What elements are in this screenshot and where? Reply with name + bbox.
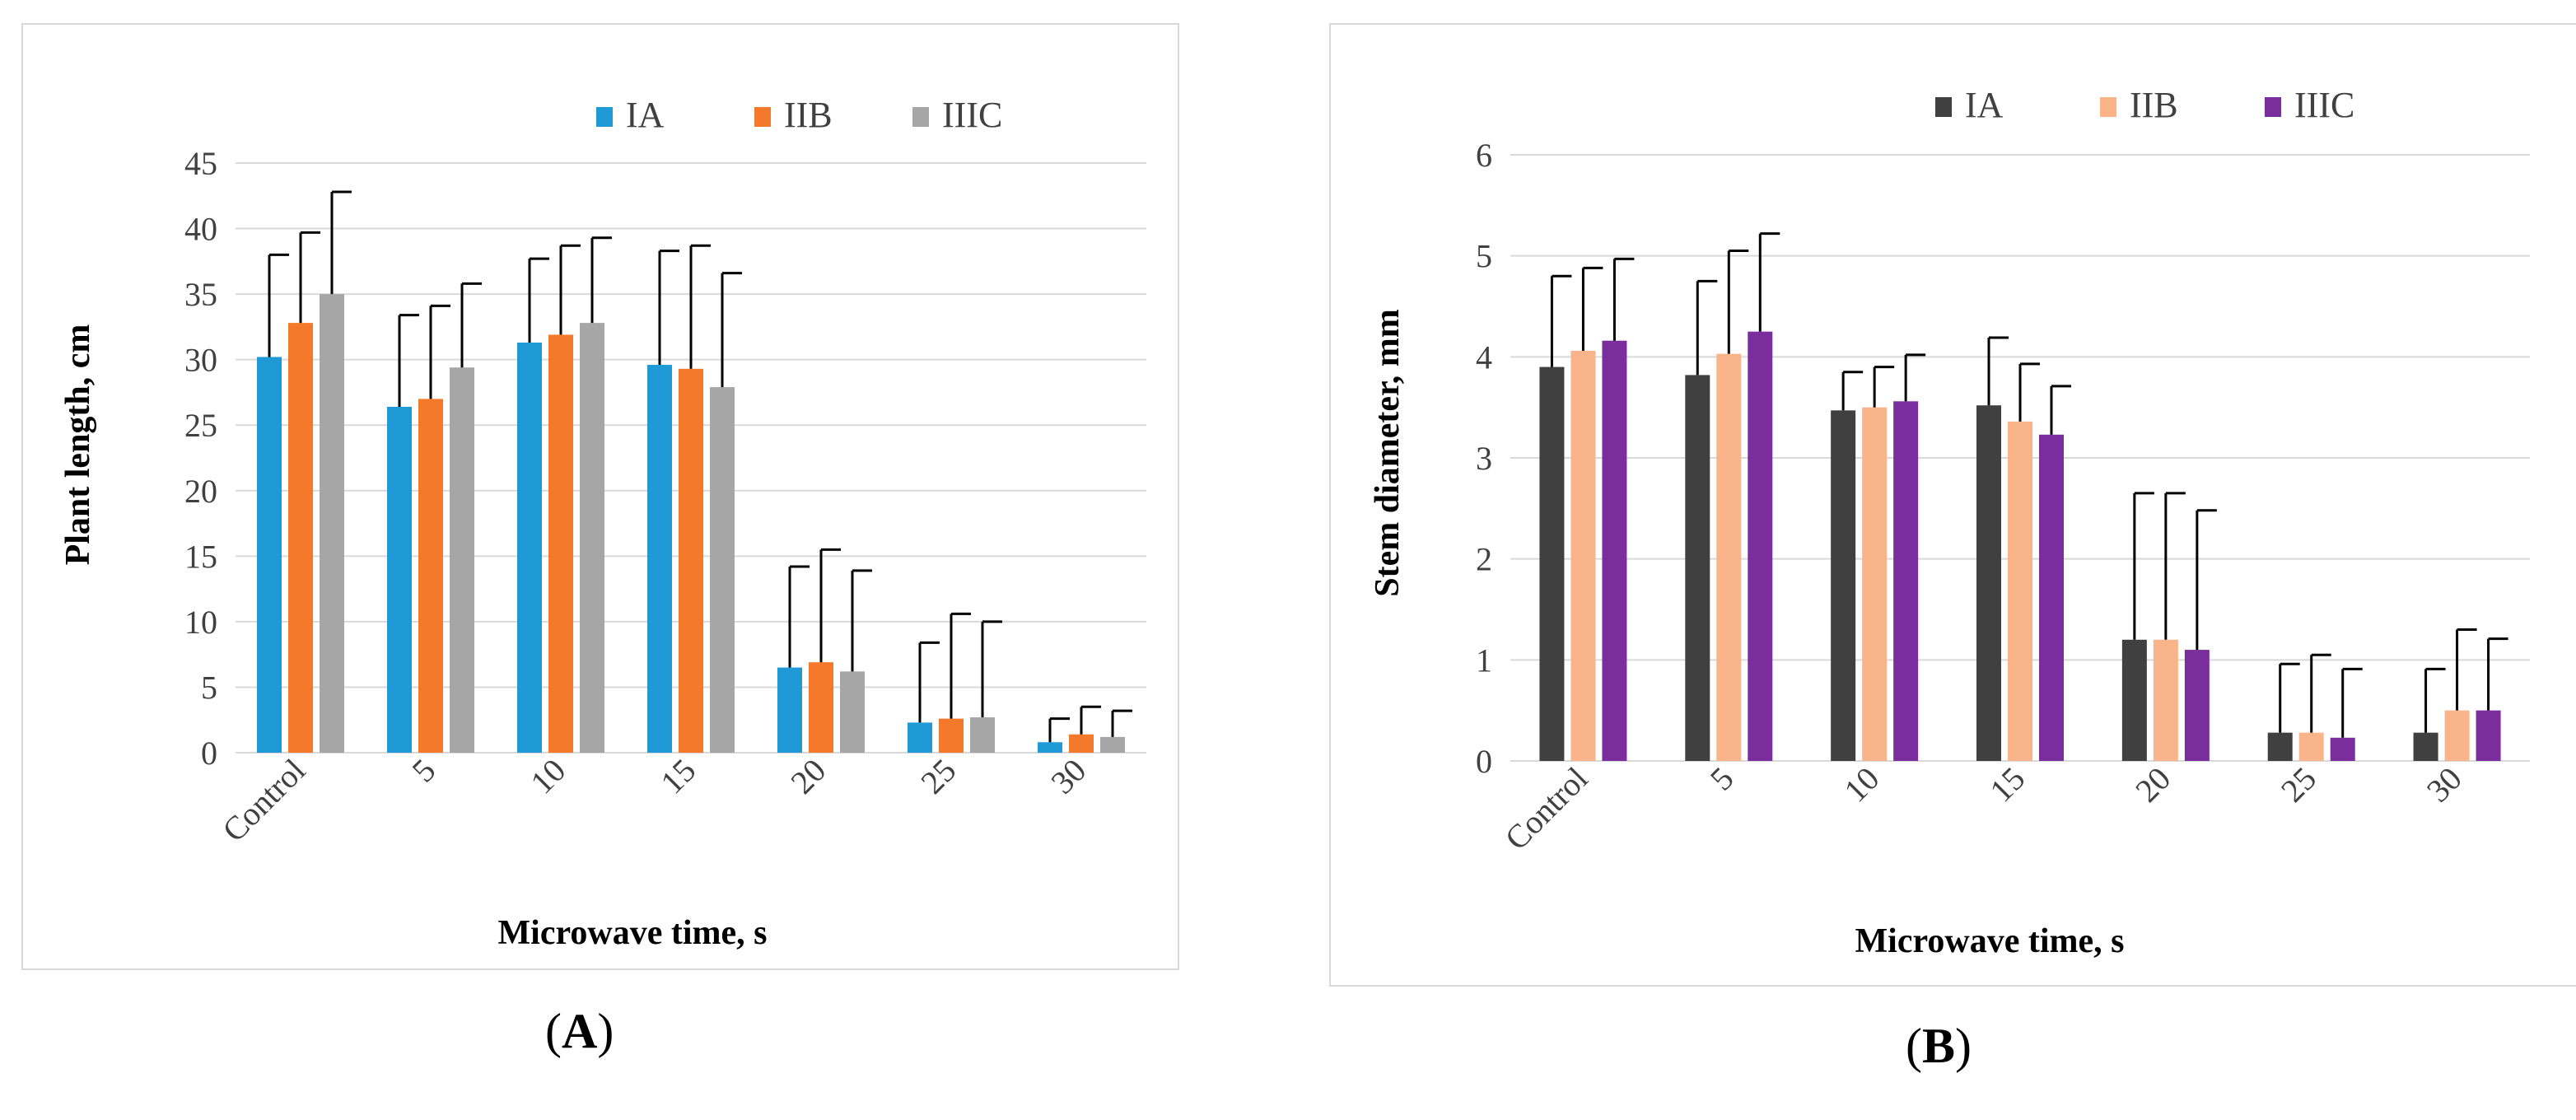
chart-a-ytick-label: 15 bbox=[184, 538, 217, 575]
chart-a-ytick-label: 5 bbox=[201, 669, 217, 706]
chart-a-bar-iiic-25 bbox=[970, 717, 995, 753]
chart-b-xtick-label: 5 bbox=[1703, 760, 1741, 798]
chart-b-ytick-label: 6 bbox=[1476, 137, 1492, 174]
chart-b-bar-iiic-10 bbox=[1893, 401, 1919, 761]
chart-a-xtick-label: 5 bbox=[404, 752, 442, 790]
chart-a-bar-iiic-20 bbox=[840, 671, 865, 753]
chart-a-bar-iiic-5 bbox=[450, 367, 474, 753]
chart-b-bar-iiic-control bbox=[1602, 340, 1627, 761]
chart-a-ytick-label: 0 bbox=[201, 735, 217, 772]
chart-b-bar-ia-15 bbox=[1976, 405, 2001, 761]
chart-b-bar-ia-30 bbox=[2413, 732, 2438, 761]
chart-a-bar-iib-5 bbox=[418, 399, 443, 753]
chart-a-legend-swatch-ia bbox=[596, 107, 613, 127]
panel-label-b-text: B bbox=[1921, 1019, 1956, 1073]
chart-a-bar-iib-15 bbox=[679, 368, 703, 753]
chart-b-ytick-label: 4 bbox=[1476, 338, 1492, 376]
chart-a-bar-iiic-10 bbox=[580, 323, 604, 753]
chart-b-bar-ia-25 bbox=[2267, 732, 2293, 761]
chart-b-legend-label-ia: IA bbox=[1965, 85, 2004, 125]
chart-b-bar-iib-10 bbox=[1862, 407, 1888, 761]
chart-b-xtick-label: 10 bbox=[1836, 760, 1886, 810]
chart-b-ytick-label: 1 bbox=[1476, 642, 1492, 679]
chart-a-bar-ia-30 bbox=[1038, 742, 1062, 753]
chart-a-legend-label-iiic: IIIC bbox=[942, 95, 1002, 135]
chart-b-bar-iib-20 bbox=[2153, 639, 2178, 761]
chart-a-bar-ia-5 bbox=[387, 406, 412, 753]
chart-b-bar-ia-5 bbox=[1685, 375, 1710, 761]
chart-b-bar-iiic-20 bbox=[2184, 650, 2210, 761]
chart-a-ytick-label: 30 bbox=[184, 342, 217, 379]
chart-b-yaxis-title: Stem diameter, mm bbox=[1369, 309, 1407, 597]
chart-a-yaxis-title: Plant length, cm bbox=[59, 324, 97, 566]
chart-b-bar-iiic-15 bbox=[2039, 434, 2064, 761]
chart-a-xtick-label: 10 bbox=[523, 752, 572, 801]
chart-b-frame: 0 1 2 3 4 5 6 Control 5 10 15 20 25 30 Microwave time,… bbox=[1329, 23, 2576, 987]
chart-b: 0 1 2 3 4 5 6 Control 5 10 15 20 25 30 Microwave time,… bbox=[1369, 85, 2530, 960]
chart-b-bar-ia-control bbox=[1539, 366, 1565, 761]
chart-b-xtick-label: 25 bbox=[2274, 760, 2323, 810]
chart-b-ytick-label: 5 bbox=[1476, 238, 1492, 275]
chart-a-bar-iib-30 bbox=[1069, 734, 1094, 753]
chart-b-bar-iib-15 bbox=[2008, 421, 2032, 761]
chart-b-xtick-label: 15 bbox=[1982, 760, 2032, 810]
chart-a-frame: 0 5 10 15 20 25 30 35 40 45 Control 5 10 15 20 25 30 Micr… bbox=[21, 23, 1179, 970]
chart-a-ytick-label: 10 bbox=[184, 604, 217, 641]
chart-a-legend-swatch-iib bbox=[754, 107, 771, 127]
chart-b-legend-label-iib: IIB bbox=[2130, 85, 2178, 125]
chart-a-bar-iib-20 bbox=[809, 662, 833, 753]
chart-a-bar-iiic-15 bbox=[710, 387, 735, 753]
chart-a-xtick-label: 30 bbox=[1043, 752, 1093, 801]
chart-a-ytick-label: 25 bbox=[184, 407, 217, 444]
chart-a-bar-ia-10 bbox=[517, 342, 542, 753]
chart-a-xtick-label: 15 bbox=[653, 752, 702, 801]
chart-a-xtick-label: 20 bbox=[783, 752, 833, 801]
chart-b-ytick-label: 3 bbox=[1476, 440, 1492, 477]
chart-a-bar-iiic-control bbox=[320, 294, 344, 754]
chart-a-bar-ia-15 bbox=[647, 365, 672, 753]
chart-a-legend-label-ia: IA bbox=[626, 95, 665, 135]
chart-b-xaxis-title: Microwave time, s bbox=[1855, 922, 2125, 960]
chart-b-legend-swatch-iib bbox=[2100, 97, 2116, 117]
chart-a-ytick-label: 35 bbox=[184, 276, 217, 313]
panel-label-a-text: A bbox=[561, 1004, 598, 1058]
chart-b-xtick-label: Control bbox=[1498, 760, 1595, 857]
chart-b-bar-iib-5 bbox=[1716, 353, 1742, 761]
chart-b-bar-iib-control bbox=[1570, 350, 1596, 761]
chart-a-legend-label-iib: IIB bbox=[784, 95, 833, 135]
chart-b-legend-swatch-ia bbox=[1935, 97, 1952, 117]
panel-label-b: (B) bbox=[1906, 1019, 1972, 1073]
chart-a-bar-ia-20 bbox=[777, 667, 802, 753]
chart-b-legend-swatch-iiic bbox=[2265, 97, 2281, 117]
chart-b-bar-iib-30 bbox=[2444, 710, 2470, 761]
chart-a: 0 5 10 15 20 25 30 35 40 45 Control 5 10 15 20 25 30 Micr… bbox=[59, 95, 1146, 952]
chart-b-bar-iib-25 bbox=[2298, 732, 2324, 761]
chart-a-bar-ia-25 bbox=[908, 722, 932, 753]
chart-a-bar-iib-25 bbox=[939, 718, 964, 753]
chart-a-ytick-label: 45 bbox=[184, 145, 217, 182]
chart-b-legend-label-iiic: IIIC bbox=[2294, 85, 2354, 125]
chart-b-bar-ia-20 bbox=[2121, 639, 2147, 761]
chart-b-bar-iiic-25 bbox=[2330, 737, 2355, 761]
chart-b-ytick-label: 2 bbox=[1476, 541, 1492, 578]
chart-b-bar-ia-10 bbox=[1831, 410, 1856, 761]
chart-a-ytick-label: 20 bbox=[184, 473, 217, 510]
chart-a-bar-ia-control bbox=[257, 357, 282, 753]
chart-a-xtick-label: 25 bbox=[913, 752, 963, 801]
chart-b-bar-iiic-5 bbox=[1748, 331, 1773, 762]
chart-a-bar-iiic-30 bbox=[1100, 736, 1125, 753]
chart-a-bar-iib-control bbox=[288, 323, 313, 753]
chart-a-bar-iib-10 bbox=[548, 334, 573, 753]
chart-b-xtick-label: 30 bbox=[2420, 760, 2469, 810]
chart-a-xaxis-title: Microwave time, s bbox=[498, 914, 768, 952]
chart-b-xtick-label: 20 bbox=[2128, 760, 2177, 810]
chart-a-legend-swatch-iiic bbox=[912, 107, 929, 127]
chart-b-ytick-label: 0 bbox=[1476, 743, 1492, 780]
chart-a-xtick-label: Control bbox=[215, 752, 312, 849]
panel-label-a: (A) bbox=[545, 1004, 614, 1058]
chart-a-ytick-label: 40 bbox=[184, 211, 217, 248]
chart-b-bar-iiic-30 bbox=[2476, 710, 2501, 761]
